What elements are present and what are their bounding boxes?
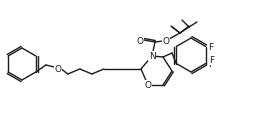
Text: O: O (162, 36, 169, 45)
Text: F: F (208, 43, 213, 52)
Text: O: O (136, 36, 143, 45)
Text: F: F (208, 59, 213, 68)
Text: O: O (54, 64, 61, 73)
Text: N: N (149, 52, 155, 61)
Text: F: F (210, 56, 214, 65)
Text: O: O (145, 81, 152, 90)
